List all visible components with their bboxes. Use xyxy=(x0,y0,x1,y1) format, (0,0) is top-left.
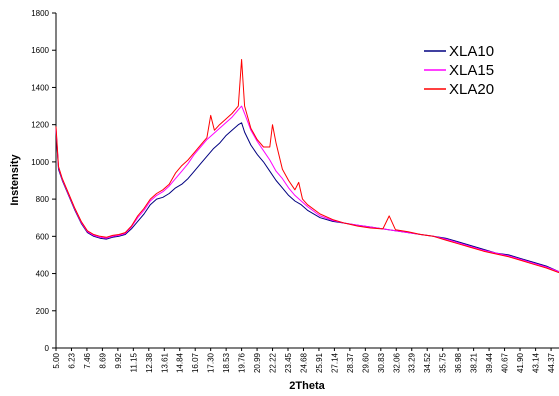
x-tick-label: 30.83 xyxy=(377,352,386,373)
x-tick-label: 27.14 xyxy=(330,352,339,373)
x-tick-label: 25.91 xyxy=(315,352,324,373)
x-tick-label: 6.23 xyxy=(67,352,76,368)
legend-label: XLA10 xyxy=(449,43,494,60)
y-tick-label: 600 xyxy=(36,232,50,241)
y-tick-label: 0 xyxy=(45,344,50,353)
x-tick-label: 12.38 xyxy=(145,352,154,373)
y-tick-label: 1000 xyxy=(31,158,49,167)
y-axis-title: Instensity xyxy=(9,153,21,205)
y-tick-label: 800 xyxy=(36,195,50,204)
x-axis-title: 2Theta xyxy=(289,380,325,392)
y-tick-label: 200 xyxy=(36,307,50,316)
x-tick-label: 18.53 xyxy=(222,352,231,373)
series-line-xla20 xyxy=(55,59,559,274)
x-tick-label: 8.69 xyxy=(98,352,107,368)
x-tick-label: 13.61 xyxy=(160,352,169,373)
legend: XLA10 XLA15 XLA20 xyxy=(424,43,494,98)
x-axis: 5.00 6.23 7.46 8.69 9.92 11.15 12.38 13.61 14.84… xyxy=(52,347,559,373)
x-tick-label: 39.44 xyxy=(485,352,494,373)
x-tick-label: 17.30 xyxy=(207,352,216,373)
y-tick-label: 1600 xyxy=(31,46,49,55)
x-tick-label: 23.45 xyxy=(284,352,293,373)
series-line-xla10 xyxy=(55,122,559,273)
series-line-xla15 xyxy=(55,105,559,273)
x-tick-label: 20.99 xyxy=(253,352,262,373)
x-tick-label: 33.29 xyxy=(408,352,417,373)
x-tick-label: 9.92 xyxy=(114,352,123,368)
x-tick-label: 36.98 xyxy=(454,352,463,373)
x-tick-label: 34.52 xyxy=(423,352,432,373)
y-tick-label: 1400 xyxy=(31,83,49,92)
x-tick-label: 5.00 xyxy=(52,352,61,368)
x-tick-label: 43.14 xyxy=(532,352,541,373)
x-tick-label: 44.37 xyxy=(547,352,556,373)
legend-label: XLA15 xyxy=(449,62,494,79)
x-tick-label: 41.90 xyxy=(516,352,525,373)
y-axis: 0 200 400 600 800 1000 1200 1400 1600 1800 xyxy=(31,9,57,353)
x-tick-label: 11.15 xyxy=(129,352,138,372)
x-tick-label: 40.67 xyxy=(501,352,510,373)
x-tick-label: 24.68 xyxy=(299,352,308,373)
x-tick-label: 7.46 xyxy=(83,352,92,368)
x-tick-label: 19.76 xyxy=(238,352,247,373)
series-layer xyxy=(55,59,559,274)
legend-label: XLA20 xyxy=(449,81,494,98)
y-tick-label: 400 xyxy=(36,270,50,279)
x-tick-label: 16.07 xyxy=(191,352,200,373)
x-tick-label: 38.21 xyxy=(470,352,479,373)
x-tick-label: 28.37 xyxy=(346,352,355,373)
x-tick-label: 22.22 xyxy=(269,352,278,373)
y-tick-label: 1800 xyxy=(31,9,49,18)
x-tick-label: 32.06 xyxy=(392,352,401,373)
x-tick-label: 14.84 xyxy=(176,352,185,373)
x-tick-label: 35.75 xyxy=(439,352,448,373)
y-tick-label: 1200 xyxy=(31,121,49,130)
x-tick-label: 29.60 xyxy=(361,352,370,373)
